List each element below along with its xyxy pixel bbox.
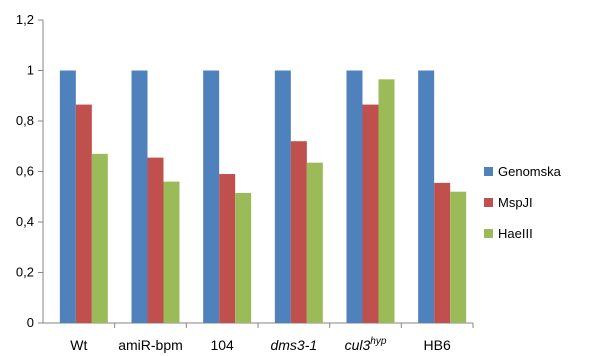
chart-legend: Genomska MspJI HaeIII <box>484 164 562 241</box>
bar-haeiii-5 <box>450 191 467 323</box>
bar-genomska-1 <box>131 70 148 323</box>
y-tick-label: 1,2 <box>16 12 34 27</box>
legend-swatch-haeiii <box>484 229 493 238</box>
bar-haeiii-0 <box>91 153 108 323</box>
bar-genomska-2 <box>203 70 220 323</box>
chart-bars <box>59 70 467 324</box>
y-tick-label: 0,2 <box>16 265 34 280</box>
y-tick-label: 0,6 <box>16 164 34 179</box>
category-label-text: HB6 <box>424 337 451 353</box>
bar-genomska-3 <box>274 70 291 323</box>
legend-label-genomska: Genomska <box>498 164 562 179</box>
chart-axes: 0 0,2 0,4 0,6 0,8 1 1,2 <box>16 12 474 330</box>
y-tick-label: 0,4 <box>16 214 34 229</box>
bar-genomska-5 <box>418 70 435 323</box>
legend-swatch-genomska <box>484 167 493 176</box>
category-label-text: 104 <box>210 337 234 353</box>
y-tick-label: 0,8 <box>16 113 34 128</box>
category-label-text: dms3-1 <box>270 337 317 353</box>
category-label: cul3hyp <box>345 336 387 353</box>
y-tick-label: 0 <box>27 315 34 330</box>
bar-haeiii-4 <box>378 79 395 324</box>
legend-label-haeiii: HaeIII <box>498 226 533 241</box>
category-label-text: amiR-bpm <box>118 337 183 353</box>
category-label-superscript: hyp <box>370 336 387 347</box>
legend-swatch-mspji <box>484 198 493 207</box>
bar-mspji-3 <box>290 141 307 323</box>
bar-genomska-0 <box>59 70 76 323</box>
category-labels: Wt amiR-bpm 104 dms3-1 cul3hyp HB6 <box>70 336 451 353</box>
y-tick-label: 1 <box>27 63 34 78</box>
category-label-text: Wt <box>70 337 87 353</box>
legend-label-mspji: MspJI <box>498 195 533 210</box>
bar-mspji-1 <box>147 157 164 323</box>
category-label-text: cul3 <box>345 337 371 353</box>
category-label: HB6 <box>424 337 451 353</box>
bar-haeiii-2 <box>235 192 252 323</box>
bar-haeiii-1 <box>163 181 180 323</box>
bar-haeiii-3 <box>306 162 323 323</box>
category-label: dms3-1 <box>270 337 317 353</box>
bar-genomska-4 <box>346 70 363 323</box>
category-label: 104 <box>210 337 234 353</box>
category-label: amiR-bpm <box>118 337 183 353</box>
bar-mspji-5 <box>434 182 451 323</box>
bar-mspji-0 <box>75 104 92 324</box>
bar-mspji-2 <box>219 174 236 323</box>
bar-mspji-4 <box>362 104 379 324</box>
category-label: Wt <box>70 337 87 353</box>
